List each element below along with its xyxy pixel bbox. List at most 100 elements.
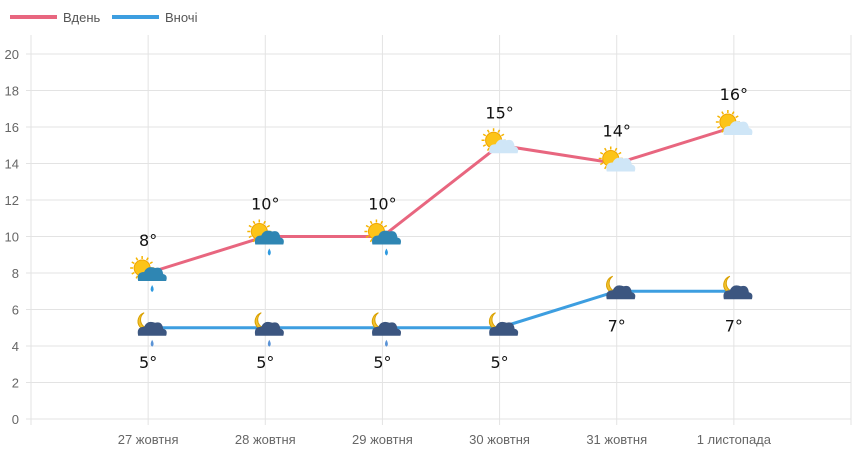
cloud bbox=[489, 139, 519, 154]
y-tick-label: 8 bbox=[12, 266, 19, 281]
cloud bbox=[372, 321, 401, 336]
moon-cloud-rain-icon bbox=[371, 312, 401, 347]
legend-label: Вночі bbox=[165, 10, 198, 25]
sun-ray bbox=[599, 151, 604, 155]
cloud bbox=[606, 157, 636, 172]
sun-ray bbox=[497, 129, 501, 133]
sun-ray bbox=[717, 115, 721, 119]
raindrop bbox=[267, 248, 271, 256]
sun-ray bbox=[365, 235, 370, 239]
sun-ray bbox=[252, 220, 256, 225]
y-tick-label: 12 bbox=[5, 193, 19, 208]
data-label: 10° bbox=[368, 195, 396, 214]
sun-ray bbox=[369, 220, 373, 225]
cloud bbox=[723, 121, 753, 135]
cloud bbox=[137, 267, 167, 281]
data-label: 14° bbox=[603, 122, 631, 141]
data-label: 16° bbox=[720, 85, 748, 104]
sun-cloud-rain-icon bbox=[247, 219, 284, 256]
moon-cloud-rain-icon bbox=[254, 312, 284, 347]
y-tick-label: 6 bbox=[12, 303, 19, 318]
sun-ray bbox=[604, 147, 607, 152]
sun-ray bbox=[380, 220, 384, 225]
raindrop bbox=[384, 339, 388, 347]
moon-cloud-icon bbox=[723, 275, 753, 300]
y-tick-label: 16 bbox=[5, 120, 19, 135]
x-tick-label: 30 жовтня bbox=[469, 432, 530, 447]
sun-ray bbox=[614, 147, 618, 152]
y-tick-label: 2 bbox=[12, 376, 19, 391]
cloud bbox=[137, 321, 167, 336]
cloud bbox=[723, 285, 753, 300]
sun-ray bbox=[266, 224, 271, 228]
sun-ray bbox=[604, 165, 607, 170]
y-tick-label: 4 bbox=[12, 339, 19, 354]
x-tick-label: 29 жовтня bbox=[352, 432, 413, 447]
legend-label: Вдень bbox=[63, 10, 101, 25]
sun-ray bbox=[135, 275, 139, 279]
cloud bbox=[606, 285, 636, 300]
sun-ray bbox=[131, 261, 135, 265]
cloud bbox=[489, 321, 519, 336]
sun-ray bbox=[383, 224, 388, 228]
y-tick-label: 0 bbox=[12, 412, 19, 427]
data-label: 5° bbox=[373, 353, 391, 372]
data-label: 10° bbox=[251, 195, 279, 214]
sun-ray bbox=[735, 115, 739, 119]
sun-ray bbox=[263, 220, 266, 225]
data-label: 8° bbox=[139, 231, 157, 250]
sun-ray bbox=[482, 144, 487, 147]
moon-cloud-icon bbox=[606, 275, 636, 300]
sun-ray bbox=[500, 133, 505, 137]
sun-ray bbox=[717, 125, 721, 129]
sun-ray bbox=[731, 111, 735, 115]
raindrop bbox=[384, 248, 388, 256]
series-line-1 bbox=[148, 289, 734, 330]
sun-ray bbox=[145, 257, 149, 261]
sun-ray bbox=[721, 111, 725, 115]
sun-cloud-rain-icon bbox=[364, 219, 401, 256]
sun-ray bbox=[482, 133, 487, 137]
x-tick-label: 31 жовтня bbox=[586, 432, 647, 447]
data-label: 5° bbox=[139, 353, 157, 372]
y-tick-label: 18 bbox=[5, 84, 19, 99]
sun-ray bbox=[486, 147, 490, 152]
y-tick-label: 20 bbox=[5, 47, 19, 62]
sun-ray bbox=[599, 162, 604, 166]
cloud bbox=[372, 230, 401, 245]
data-label: 7° bbox=[608, 316, 626, 335]
sun-ray bbox=[721, 129, 725, 133]
moon-cloud-icon bbox=[488, 312, 519, 336]
cloud bbox=[254, 321, 284, 336]
data-label: 5° bbox=[256, 353, 274, 372]
y-tick-label: 14 bbox=[5, 157, 19, 172]
sun-ray bbox=[486, 129, 490, 133]
raindrop bbox=[267, 339, 271, 347]
sun-ray bbox=[365, 224, 370, 228]
sun-cloud-icon bbox=[481, 128, 519, 154]
y-tick-label: 10 bbox=[5, 230, 19, 245]
sun-ray bbox=[248, 235, 252, 239]
sun-cloud-icon bbox=[598, 146, 636, 172]
sun-ray bbox=[369, 238, 373, 243]
sun-ray bbox=[252, 238, 256, 243]
sun-ray bbox=[149, 261, 153, 265]
x-tick-label: 27 жовтня bbox=[118, 432, 179, 447]
raindrop bbox=[150, 339, 154, 347]
raindrop bbox=[150, 285, 154, 292]
data-label: 5° bbox=[490, 353, 508, 372]
moon-cloud-rain-icon bbox=[137, 312, 167, 347]
sun-ray bbox=[618, 151, 622, 155]
sun-ray bbox=[248, 224, 252, 228]
series-line-0 bbox=[147, 125, 735, 275]
sun-ray bbox=[135, 257, 139, 261]
sun-ray bbox=[131, 271, 135, 275]
sun-cloud-icon bbox=[715, 110, 753, 135]
x-tick-label: 28 жовтня bbox=[235, 432, 296, 447]
sun-cloud-rain-icon bbox=[130, 256, 167, 292]
data-label: 7° bbox=[725, 316, 743, 335]
data-label: 15° bbox=[485, 103, 513, 122]
cloud bbox=[254, 230, 284, 245]
